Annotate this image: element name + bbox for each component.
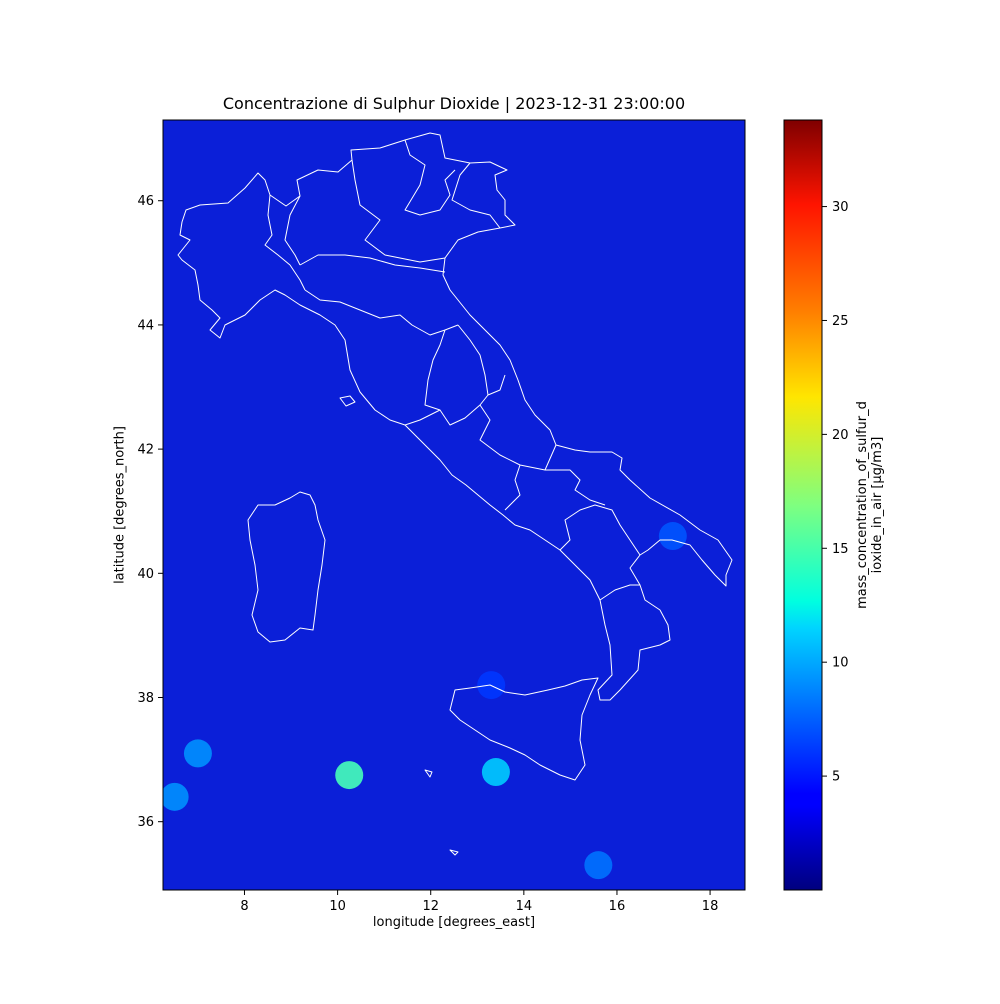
x-axis-ticks: 8 10 12 14 16 18 xyxy=(240,890,718,914)
concentration-hotspot xyxy=(183,739,212,768)
regional-border xyxy=(457,324,489,396)
colorbar xyxy=(783,119,823,891)
regional-border xyxy=(299,254,446,273)
colorbar-tick-label: 15 xyxy=(832,542,849,557)
x-tick-label: 10 xyxy=(329,899,346,914)
italy-mainland-outline xyxy=(177,132,733,701)
colorbar-tick-label: 25 xyxy=(832,314,849,329)
colorbar-label-line1: mass_concentration_of_sulfur_d xyxy=(855,401,870,609)
coastline-and-regional-borders xyxy=(177,132,733,856)
island-outline xyxy=(449,849,459,856)
concentration-hotspot xyxy=(658,522,687,551)
colorbar-label-line2: ioxide_in_air [µg/m3] xyxy=(870,436,885,574)
colorbar-tick-label: 5 xyxy=(832,770,840,785)
y-tick-label: 38 xyxy=(137,691,154,706)
colorbar-label: mass_concentration_of_sulfur_d ioxide_in… xyxy=(855,401,885,609)
y-tick-label: 42 xyxy=(137,443,154,458)
colorbar-tick-label: 10 xyxy=(832,656,849,671)
concentration-hotspot xyxy=(584,851,613,880)
island-outline xyxy=(339,395,356,407)
concentration-hotspot xyxy=(481,758,510,787)
x-tick-label: 18 xyxy=(702,899,719,914)
x-tick-label: 8 xyxy=(240,899,248,914)
regional-border xyxy=(545,469,606,506)
x-axis-label: longitude [degrees_east] xyxy=(372,915,536,930)
regional-border xyxy=(451,162,501,229)
regional-border xyxy=(304,289,459,336)
colorbar-tick-label: 30 xyxy=(832,200,849,215)
regional-border xyxy=(424,329,506,426)
colorbar-tick-label: 20 xyxy=(832,428,849,443)
colorbar-ticks: 5 10 15 20 25 30 xyxy=(822,200,849,785)
x-tick-label: 16 xyxy=(609,899,626,914)
y-tick-label: 40 xyxy=(137,567,154,582)
y-axis-ticks: 36 38 40 42 44 46 xyxy=(137,194,163,830)
island-outline xyxy=(424,769,433,778)
y-axis-label: latitude [degrees_north] xyxy=(112,426,128,584)
regional-border xyxy=(599,584,640,601)
axes-frame xyxy=(162,119,746,891)
sicily-outline xyxy=(449,677,599,781)
y-tick-label: 46 xyxy=(137,194,154,209)
y-tick-label: 36 xyxy=(137,815,154,830)
concentration-hotspot xyxy=(335,761,364,790)
regional-border xyxy=(404,139,456,216)
concentration-field xyxy=(163,120,745,890)
x-tick-label: 12 xyxy=(422,899,439,914)
regional-border xyxy=(559,504,641,556)
concentration-hotspot xyxy=(163,782,189,811)
regional-border xyxy=(264,194,306,291)
x-tick-label: 14 xyxy=(516,899,533,914)
sardinia-outline xyxy=(247,491,326,643)
regional-border xyxy=(351,159,446,263)
regional-border xyxy=(284,195,301,266)
regional-border xyxy=(404,409,441,426)
regional-border xyxy=(504,464,521,511)
y-tick-label: 44 xyxy=(137,318,154,333)
map-title: Concentrazione di Sulphur Dioxide | 2023… xyxy=(222,94,686,113)
